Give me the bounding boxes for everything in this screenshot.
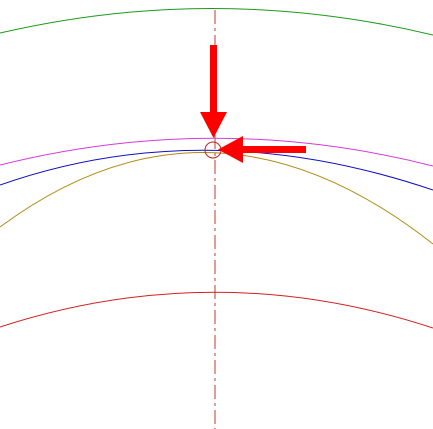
magenta-arc xyxy=(0,137,433,167)
green-arc xyxy=(0,8,433,36)
down-arrow-shaft xyxy=(210,45,217,115)
left-arrow-head xyxy=(218,136,243,163)
red-arc xyxy=(0,291,433,329)
blue-arc xyxy=(0,149,433,191)
olive-arc xyxy=(0,152,433,245)
left-arrow-shaft xyxy=(240,146,306,153)
down-arrow-head xyxy=(200,112,227,138)
arrows xyxy=(200,45,306,163)
